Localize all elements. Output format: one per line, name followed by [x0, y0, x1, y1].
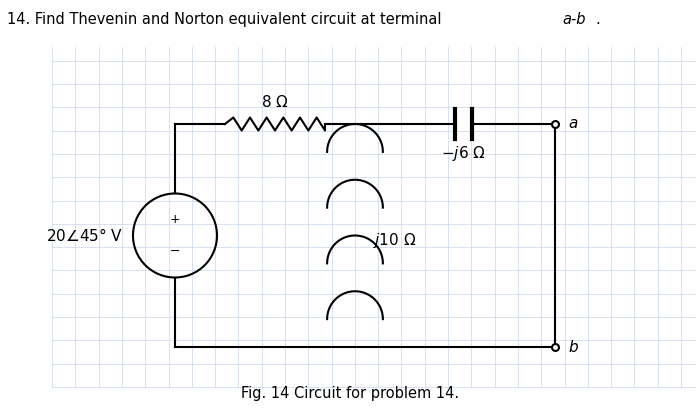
- Text: +: +: [169, 213, 181, 226]
- Text: Fig. 14 Circuit for problem 14.: Fig. 14 Circuit for problem 14.: [241, 386, 459, 401]
- Text: 20$\angle$45$\degree$ V: 20$\angle$45$\degree$ V: [46, 227, 123, 244]
- Text: 14. Find Thevenin and Norton equivalent circuit at terminal: 14. Find Thevenin and Norton equivalent …: [7, 12, 446, 27]
- Text: a: a: [568, 116, 578, 132]
- Text: 8 $\Omega$: 8 $\Omega$: [261, 94, 289, 110]
- Text: a-b: a-b: [562, 12, 585, 27]
- Text: $-j$6 $\Omega$: $-j$6 $\Omega$: [441, 144, 486, 163]
- Text: −: −: [169, 245, 181, 258]
- Text: .: .: [595, 12, 600, 27]
- Text: b: b: [568, 339, 578, 354]
- Text: $j$10 $\Omega$: $j$10 $\Omega$: [373, 231, 416, 250]
